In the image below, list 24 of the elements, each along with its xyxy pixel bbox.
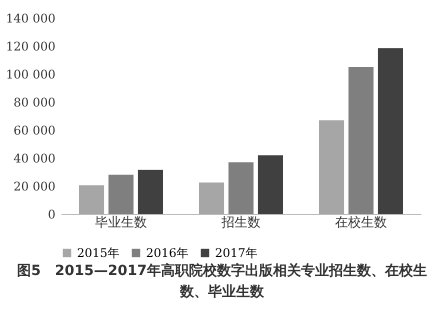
bar <box>258 155 283 214</box>
y-tick-label: 80 000 <box>14 96 56 110</box>
y-tick-label: 40 000 <box>14 152 56 166</box>
bar <box>138 170 163 214</box>
bar <box>199 182 224 214</box>
y-tick-label: 60 000 <box>14 124 56 138</box>
bar <box>378 48 403 214</box>
legend-label: 2017年 <box>215 246 258 260</box>
x-tick-label: 毕业生数 <box>95 216 147 230</box>
bar <box>348 67 374 214</box>
x-tick-label: 招生数 <box>220 216 260 230</box>
bar <box>319 120 344 214</box>
bar <box>108 174 134 214</box>
y-tick-label: 120 000 <box>6 40 56 54</box>
x-tick-label: 在校生数 <box>335 216 387 230</box>
y-tick-label: 100 000 <box>6 68 56 82</box>
y-tick-label: 20 000 <box>14 180 56 194</box>
bar <box>79 185 104 214</box>
text: 图5 2015—2017年高职院校数字出版相关专业招生数、在校生数、毕业生数 <box>16 262 428 302</box>
y-tick-label: 140 000 <box>6 12 56 26</box>
legend-label: 2016年 <box>146 246 189 260</box>
legend-label: 2015年 <box>77 246 120 260</box>
bar <box>228 162 254 214</box>
y-tick-label: 0 <box>48 208 56 222</box>
